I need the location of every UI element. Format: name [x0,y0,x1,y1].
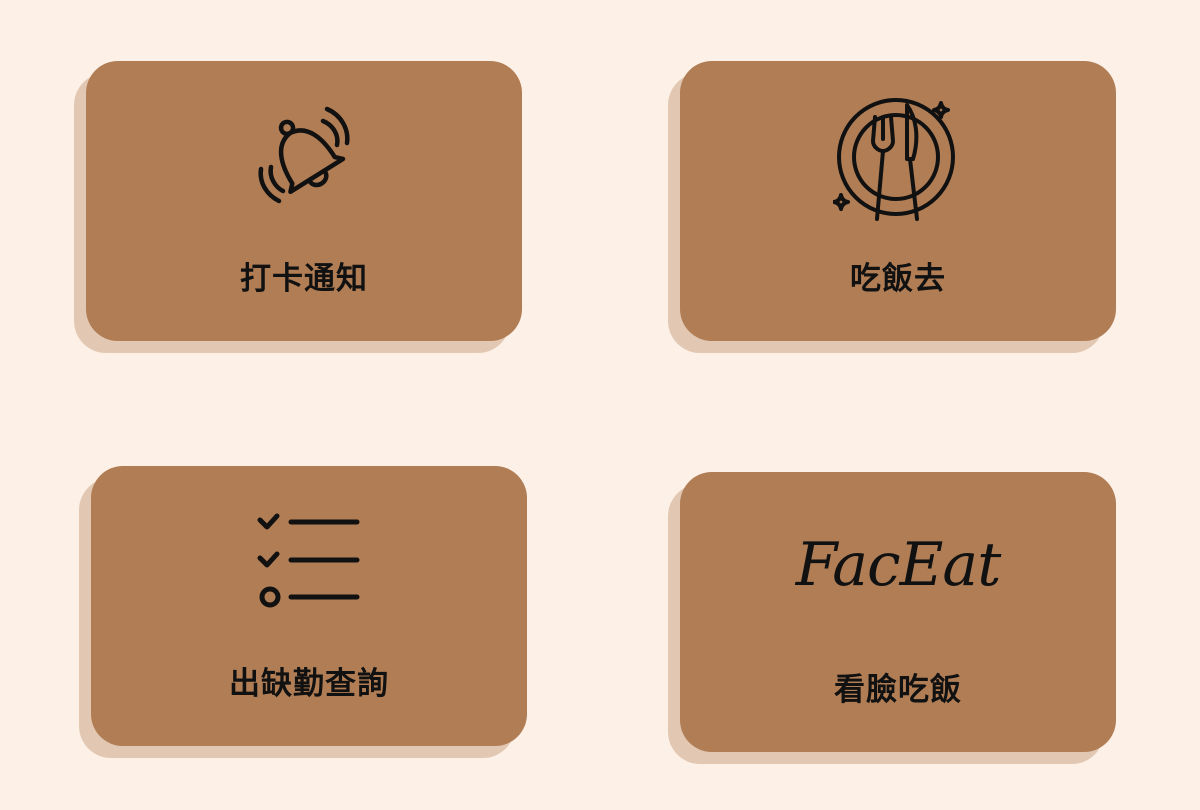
card-label: 看臉吃飯 [834,672,962,708]
faceat-logo-text: FacEat [795,530,1002,600]
card-label: 出缺勤查詢 [229,666,389,702]
card-label: 打卡通知 [240,261,368,297]
plate-fork-knife-icon [833,98,955,221]
bell-ringing-icon [258,106,350,204]
card-label: 吃飯去 [850,261,946,297]
checklist-icon [257,513,360,608]
faceat-logo: FacEat [795,530,1002,600]
card-face: FacEat 看臉吃飯 [680,472,1116,752]
card-go-eat[interactable]: 吃飯去 [668,61,1116,353]
card-checkin-notification[interactable]: 打卡通知 [74,61,522,353]
card-attendance-query[interactable]: 出缺勤查詢 [79,466,527,758]
card-faceat[interactable]: FacEat 看臉吃飯 [668,472,1116,764]
card-face: 打卡通知 [86,61,522,341]
card-face: 吃飯去 [680,61,1116,341]
card-face: 出缺勤查詢 [91,466,527,746]
